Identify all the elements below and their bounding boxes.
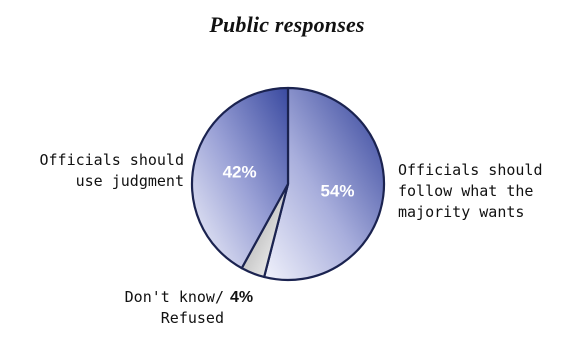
- pie-slice-labels: 54% 42%: [223, 163, 355, 201]
- slice-label-judgment: Officials should use judgment: [39, 151, 185, 190]
- slice-value-dont-know: 4%: [230, 289, 254, 306]
- pie-slice-judgment: [190, 86, 290, 270]
- slice-label-dont-know: Don't know/ Refused: [124, 288, 224, 327]
- slice-value-majority: 54%: [320, 181, 354, 200]
- chart-title: Public responses: [209, 12, 365, 37]
- pie-slices: [190, 86, 386, 282]
- slice-label-majority: Officials should follow what the majorit…: [398, 161, 543, 221]
- slice-value-judgment: 42%: [223, 163, 257, 182]
- pie-slice-majority: [263, 86, 386, 282]
